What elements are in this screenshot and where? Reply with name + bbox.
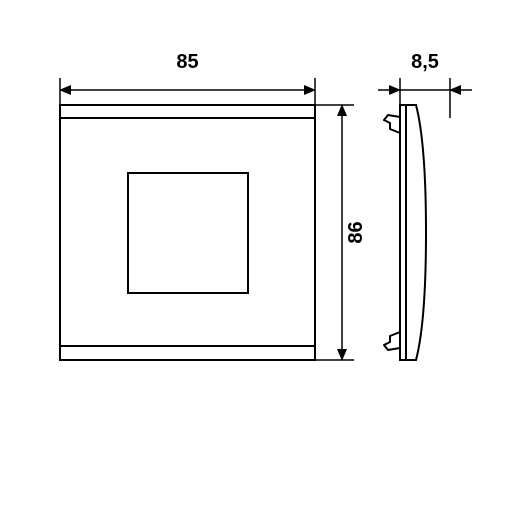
dim-depth: 8,5 (378, 51, 472, 118)
side-view (384, 105, 426, 360)
dim-width: 85 (60, 51, 315, 118)
dim-width-label: 85 (176, 51, 198, 73)
dim-height-label: 86 (345, 221, 367, 243)
dim-depth-label: 8,5 (411, 51, 439, 73)
front-view (60, 105, 315, 360)
dim-height: 86 (302, 105, 367, 360)
